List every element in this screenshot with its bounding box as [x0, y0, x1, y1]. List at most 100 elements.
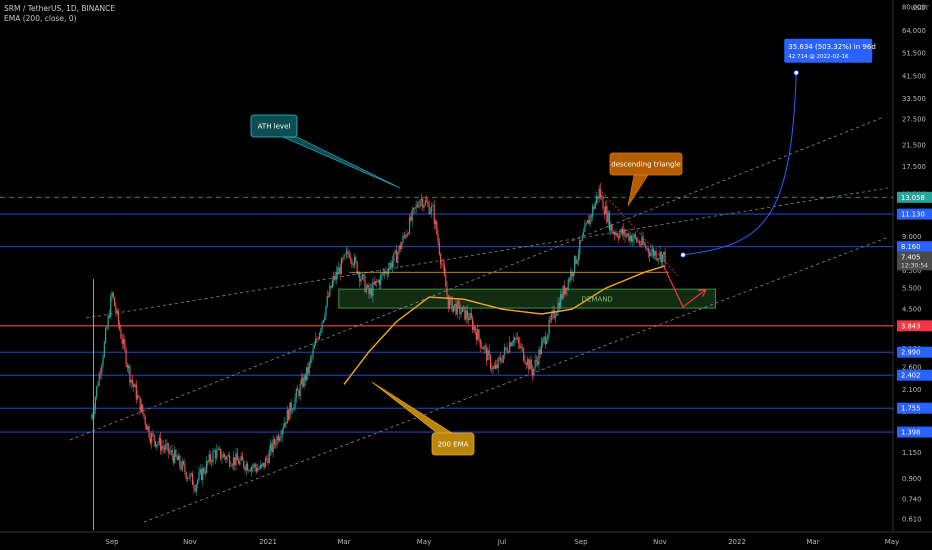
candle-body[interactable] [548, 319, 550, 335]
candle-body[interactable] [355, 256, 357, 262]
candle-body[interactable] [639, 244, 642, 246]
candle-body[interactable] [433, 205, 435, 225]
candle-body[interactable] [608, 212, 611, 231]
candle-body[interactable] [568, 279, 571, 281]
projection-curve[interactable] [682, 72, 797, 256]
candle-body[interactable] [588, 219, 590, 225]
candle-body[interactable] [334, 275, 336, 280]
candle-body[interactable] [510, 342, 512, 347]
candle-body[interactable] [654, 251, 656, 256]
candle-body[interactable] [603, 208, 605, 215]
candle-body[interactable] [523, 348, 525, 361]
candle-body[interactable] [248, 470, 250, 472]
candle-body[interactable] [216, 449, 218, 459]
candle-body[interactable] [188, 477, 190, 479]
candle-body[interactable] [363, 274, 365, 276]
candle-body[interactable] [167, 443, 169, 453]
candle-body[interactable] [519, 342, 521, 348]
candle-body[interactable] [356, 261, 358, 275]
candle-body[interactable] [533, 367, 535, 376]
candle-body[interactable] [299, 383, 301, 396]
candle-body[interactable] [191, 473, 194, 486]
candle-body[interactable] [369, 288, 371, 294]
candle-body[interactable] [262, 462, 264, 467]
candle-body[interactable] [487, 350, 489, 361]
candle-body[interactable] [258, 468, 260, 470]
candle-body[interactable] [206, 461, 208, 473]
candle-body[interactable] [394, 250, 396, 253]
candle-body[interactable] [403, 235, 405, 237]
candle-body[interactable] [493, 366, 495, 369]
candle-body[interactable] [193, 485, 195, 489]
candle-body[interactable] [92, 414, 94, 419]
candle-body[interactable] [170, 450, 172, 452]
candle-body[interactable] [468, 317, 470, 321]
candle-body[interactable] [195, 484, 197, 492]
candle-body[interactable] [558, 302, 560, 309]
candle-body[interactable] [153, 434, 155, 442]
candle-body[interactable] [311, 356, 313, 359]
candle-body[interactable] [284, 422, 286, 428]
candle-body[interactable] [97, 385, 99, 387]
candle-body[interactable] [652, 249, 655, 256]
candle-body[interactable] [268, 450, 270, 464]
candle-body[interactable] [368, 285, 370, 294]
candle-body[interactable] [594, 202, 596, 209]
candle-body[interactable] [159, 437, 162, 451]
candle-body[interactable] [144, 417, 146, 425]
candle-body[interactable] [438, 242, 440, 255]
candle-body[interactable] [177, 455, 180, 461]
candle-body[interactable] [269, 443, 272, 451]
candle-body[interactable] [399, 245, 401, 250]
candle-body[interactable] [661, 254, 664, 263]
candle-body[interactable] [286, 409, 288, 424]
candle-body[interactable] [289, 402, 291, 420]
candle-body[interactable] [581, 234, 583, 241]
candle-body[interactable] [516, 337, 518, 340]
candle-body[interactable] [307, 367, 309, 374]
candle-body[interactable] [245, 463, 247, 471]
candle-body[interactable] [500, 357, 502, 362]
candle-body[interactable] [390, 262, 392, 268]
candle-body[interactable] [267, 458, 269, 464]
candle-body[interactable] [524, 360, 526, 364]
candle-body[interactable] [136, 395, 139, 400]
candle-body[interactable] [180, 465, 182, 470]
candle-body[interactable] [651, 249, 653, 253]
candle-body[interactable] [526, 359, 529, 365]
candle-body[interactable] [427, 202, 429, 204]
candle-body[interactable] [549, 319, 552, 321]
candle-body[interactable] [416, 204, 419, 207]
projection-start-point[interactable] [680, 252, 686, 258]
candle-body[interactable] [543, 336, 545, 340]
candle-body[interactable] [199, 469, 201, 473]
candle-body[interactable] [658, 258, 660, 260]
candle-body[interactable] [130, 379, 132, 383]
candle-body[interactable] [134, 384, 136, 388]
candle-body[interactable] [329, 285, 331, 297]
candle-body[interactable] [606, 205, 608, 223]
candle-body[interactable] [263, 462, 265, 468]
candle-body[interactable] [465, 310, 467, 320]
candle-body[interactable] [306, 367, 308, 381]
candle-body[interactable] [211, 461, 213, 463]
candle-body[interactable] [139, 396, 141, 412]
candle-body[interactable] [521, 346, 523, 349]
candle-body[interactable] [584, 224, 586, 232]
candle-body[interactable] [599, 188, 602, 198]
candle-body[interactable] [272, 439, 274, 452]
candle-body[interactable] [148, 426, 150, 438]
ema-200-line[interactable] [343, 265, 666, 385]
candle-body[interactable] [592, 206, 594, 217]
candle-body[interactable] [456, 301, 458, 315]
candle-body[interactable] [112, 292, 114, 298]
candle-body[interactable] [335, 271, 337, 280]
candle-body[interactable] [482, 347, 484, 350]
symbol-title[interactable]: SRM / TetherUS, 1D, BINANCE [4, 4, 116, 13]
candle-body[interactable] [326, 296, 328, 306]
candle-body[interactable] [501, 361, 503, 363]
candle-body[interactable] [202, 468, 204, 480]
candle-body[interactable] [151, 433, 153, 443]
candle-body[interactable] [528, 359, 530, 370]
price-level-tag[interactable] [897, 241, 932, 253]
